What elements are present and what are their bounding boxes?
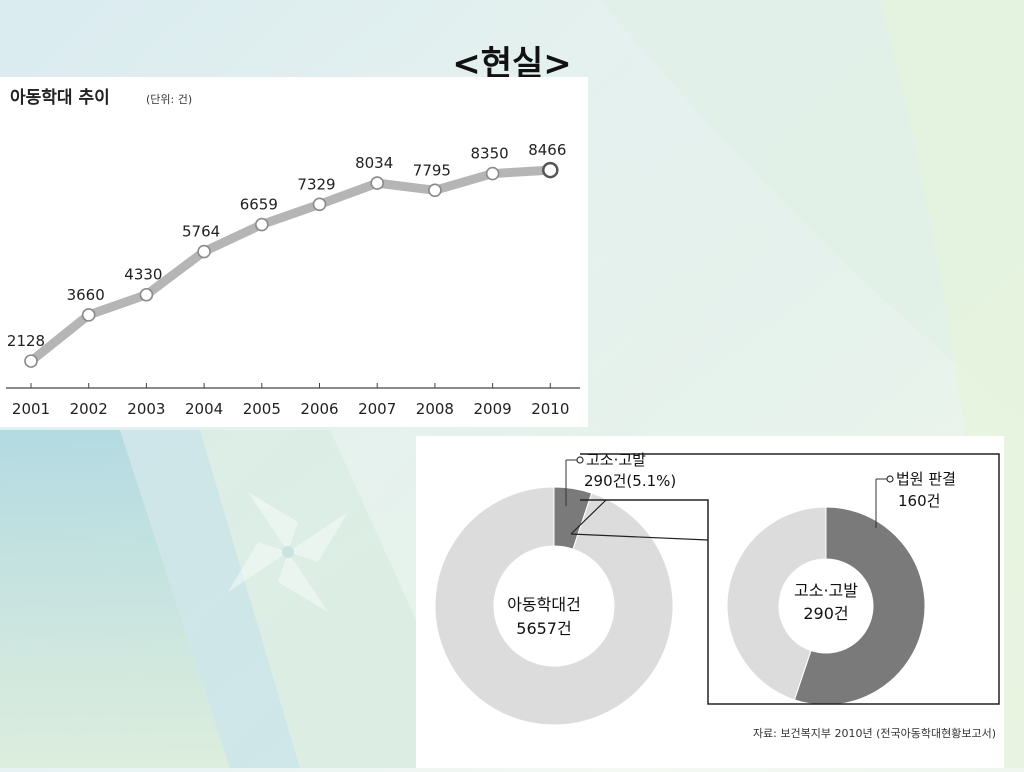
- data-label: 5764: [182, 223, 220, 241]
- data-label: 3660: [67, 286, 105, 304]
- pinwheel-icon: [228, 492, 348, 612]
- data-point: [428, 183, 442, 198]
- callout-dot: [886, 475, 894, 483]
- x-tick-label: 2006: [300, 400, 338, 418]
- donut-charts-panel: 고소·고발 290건(5.1%) 법원 판결 160건 아동학대건 5657건 …: [416, 436, 1004, 768]
- data-point: [254, 217, 269, 232]
- x-tick-label: 2005: [243, 400, 281, 418]
- x-tick-label: 2010: [531, 400, 569, 418]
- data-label: 2128: [7, 332, 45, 350]
- callout-label-line2: 290건(5.1%): [584, 472, 676, 490]
- connector-line-top: [570, 499, 607, 535]
- data-point: [81, 308, 96, 322]
- callout-label-line2: 160건: [898, 492, 940, 510]
- data-point: [370, 176, 385, 190]
- data-point: [24, 354, 38, 368]
- donut-charts: 고소·고발 290건(5.1%) 법원 판결 160건 아동학대건 5657건 …: [434, 451, 1000, 740]
- data-label: 6659: [240, 196, 278, 214]
- data-label: 8350: [471, 145, 509, 163]
- chart-unit-note: (단위: 건): [146, 93, 192, 106]
- line-chart-panel: 아동학대 추이 (단위: 건) 2128 3660 4330 5764 6659 7329…: [0, 77, 588, 427]
- connector-line-bottom: [570, 533, 709, 541]
- data-point: [312, 197, 327, 212]
- callout-dot: [576, 456, 584, 464]
- series-line: [26, 165, 555, 366]
- data-point: [139, 287, 154, 302]
- x-tick-label: 2008: [416, 400, 454, 418]
- x-tick-label: 2001: [12, 400, 50, 418]
- data-point: [542, 161, 559, 179]
- donut-center-label-line1: 아동학대건: [507, 595, 581, 614]
- data-label: 7329: [297, 175, 335, 193]
- callout-label-line1: 고소·고발: [586, 451, 646, 469]
- pie-slice: [726, 506, 827, 701]
- data-point: [485, 166, 500, 181]
- connector-box: [580, 453, 1000, 705]
- source-note: 자료: 보건복지부 2010년 (전국아동학대현황보고서): [753, 727, 996, 740]
- donut-center-label-line2: 5657건: [516, 619, 571, 638]
- pie-slice: [793, 506, 926, 706]
- line-chart: 아동학대 추이 (단위: 건) 2128 3660 4330 5764 6659 7329…: [6, 88, 580, 418]
- data-label: 8466: [528, 141, 566, 159]
- x-tick-label: 2002: [70, 400, 108, 418]
- pie-slice: [434, 486, 674, 726]
- callout-label-line1: 법원 판결: [896, 470, 956, 488]
- data-label: 4330: [124, 266, 162, 284]
- x-tick-label: 2003: [127, 400, 165, 418]
- donut-center-label-line1: 고소·고발: [794, 581, 858, 600]
- data-label: 7795: [413, 161, 451, 179]
- data-point: [197, 244, 211, 259]
- donut-center-label-line2: 290건: [803, 604, 848, 623]
- chart-title: 아동학대 추이: [10, 88, 110, 108]
- x-tick-label: 2009: [474, 400, 512, 418]
- x-tick-label: 2004: [185, 400, 223, 418]
- data-label: 8034: [355, 154, 393, 172]
- x-tick-label: 2007: [358, 400, 396, 418]
